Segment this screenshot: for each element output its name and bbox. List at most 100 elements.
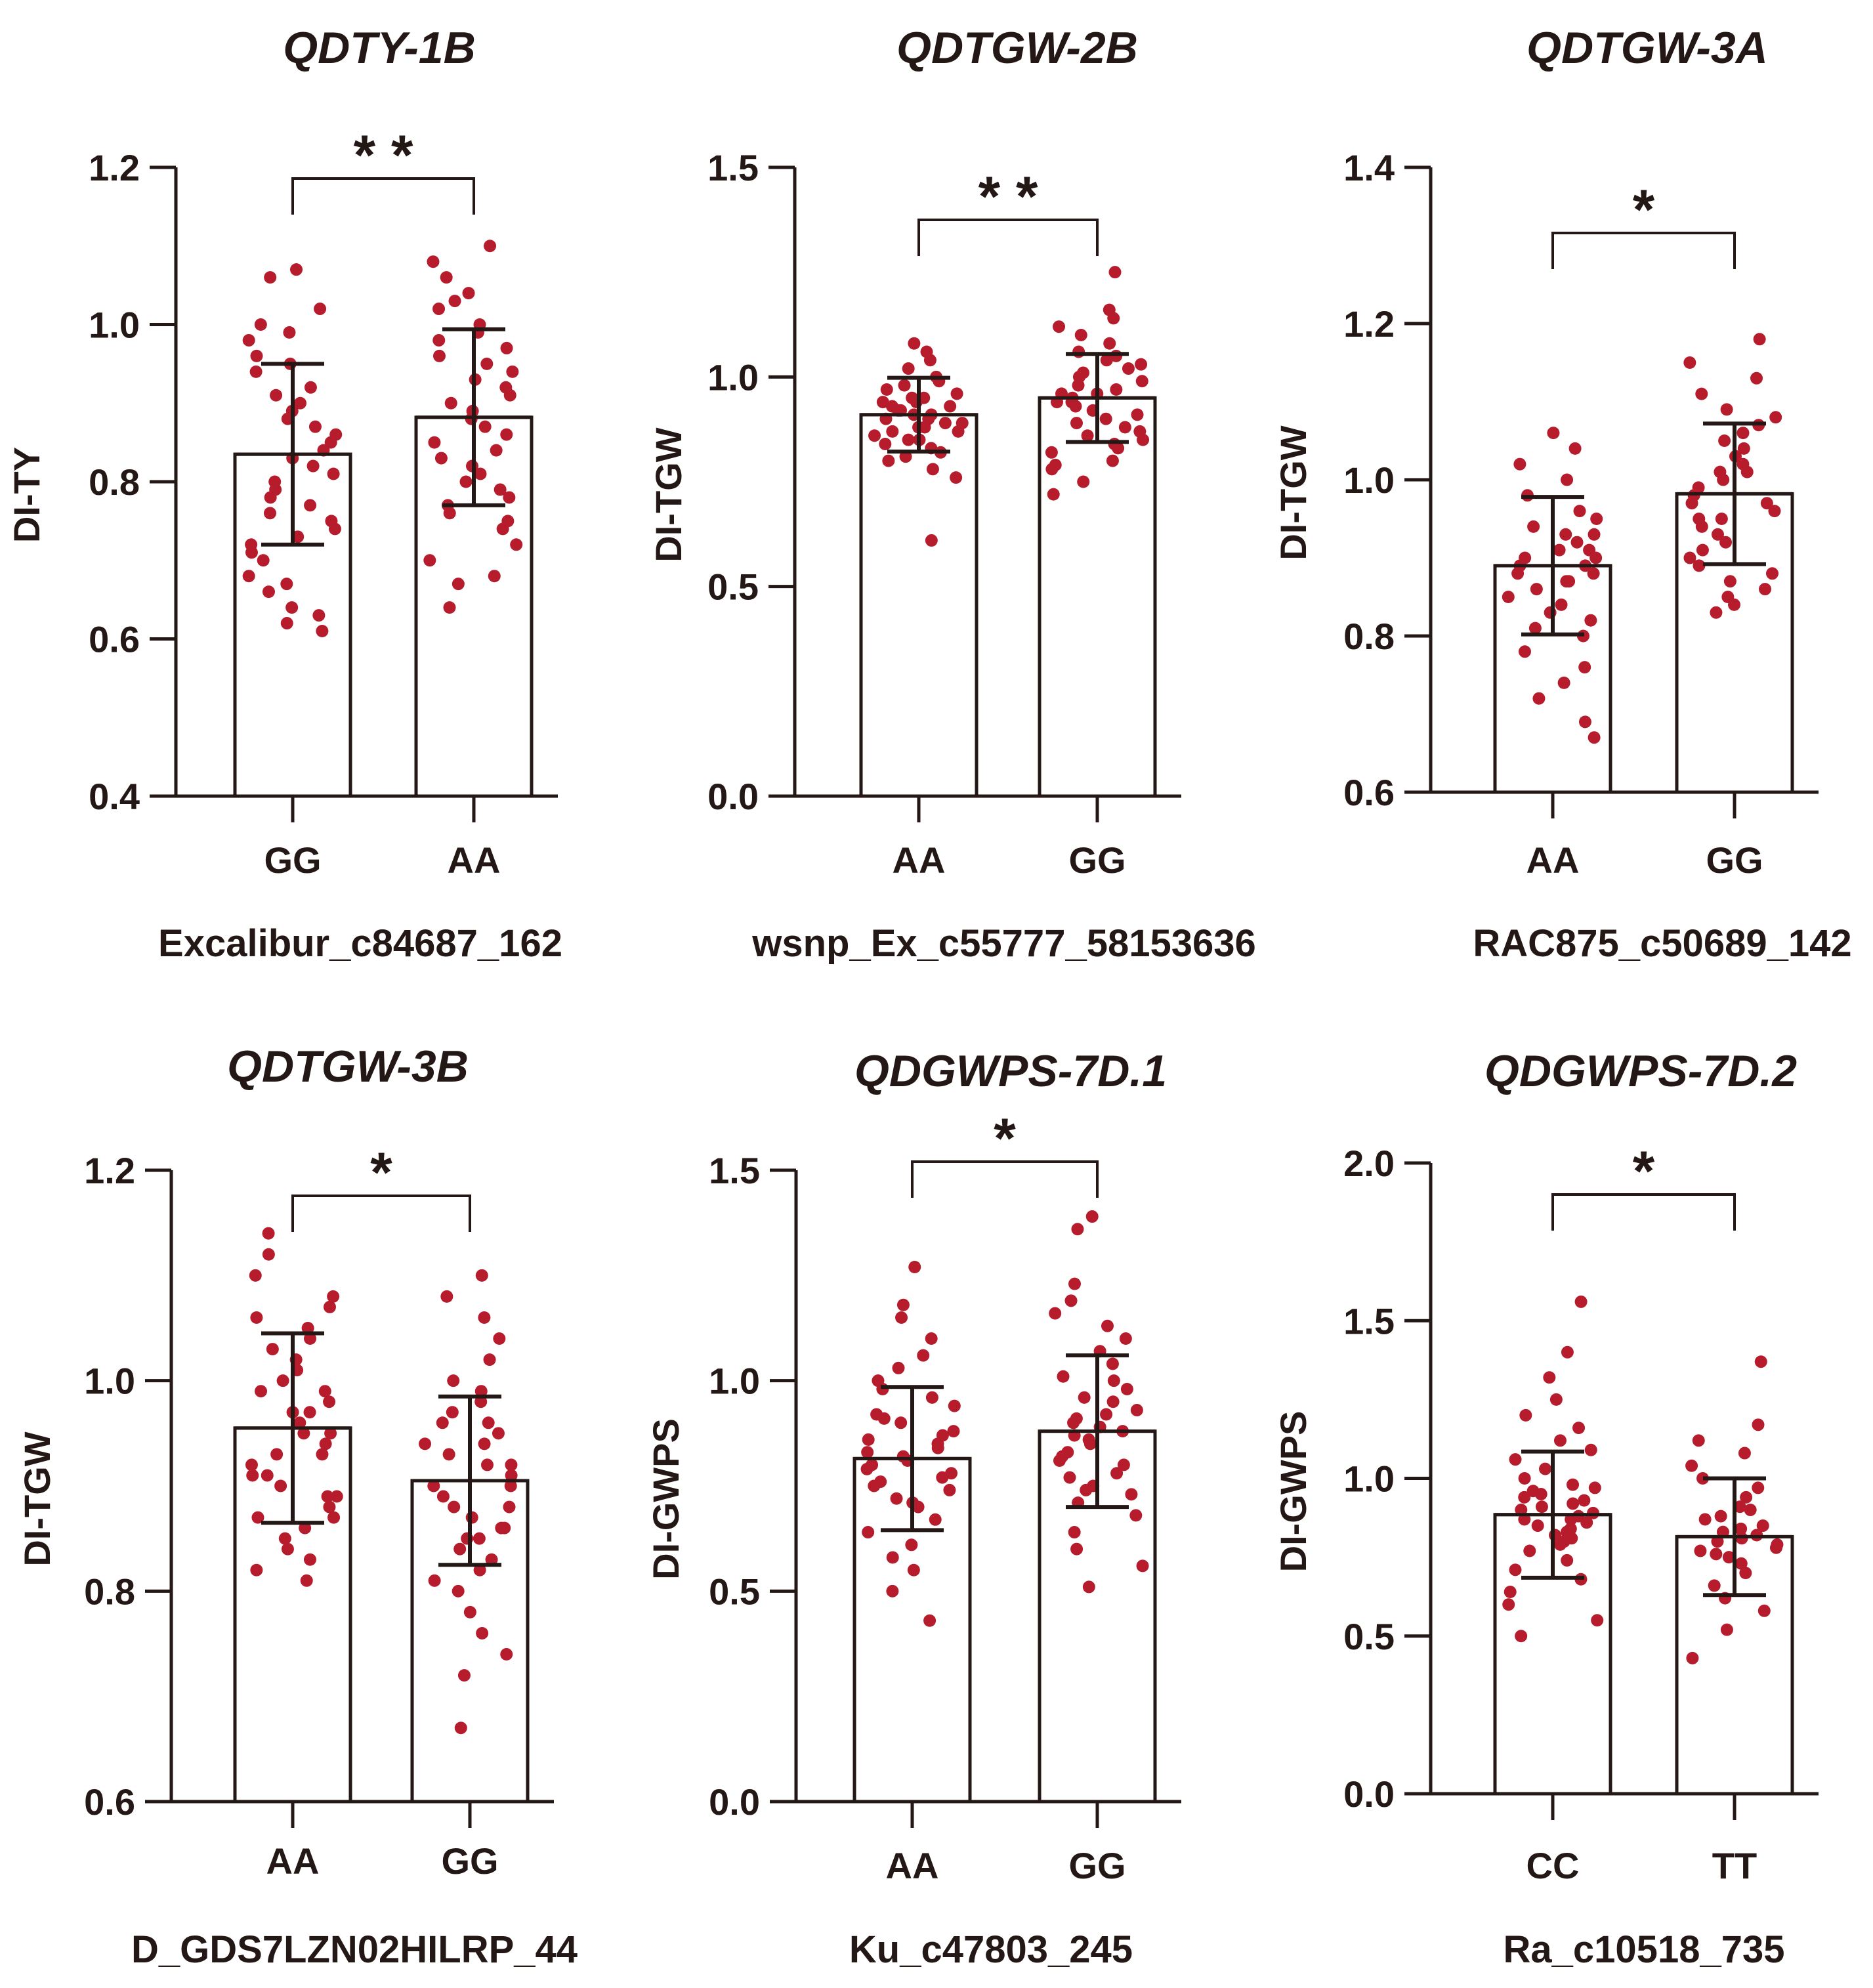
data-point — [254, 318, 267, 331]
y-tick-label: 1.0 — [84, 1361, 135, 1402]
data-point — [270, 389, 283, 402]
x-axis-label: Ra_c10518_735 — [1504, 1928, 1785, 1971]
data-point — [1535, 1500, 1548, 1513]
data-point — [266, 1343, 279, 1356]
data-point — [886, 1584, 899, 1597]
data-point — [473, 1563, 486, 1576]
data-point — [1513, 457, 1526, 471]
data-point — [480, 357, 494, 370]
data-point — [293, 1416, 306, 1429]
data-point — [1752, 1481, 1765, 1494]
data-point — [886, 425, 899, 438]
data-point — [1110, 1467, 1124, 1480]
data-point — [902, 433, 915, 446]
data-point — [316, 625, 329, 638]
data-point — [1099, 412, 1112, 425]
data-point — [1553, 1538, 1567, 1551]
data-point — [894, 1416, 908, 1429]
data-point — [1110, 349, 1123, 362]
data-point — [895, 1311, 908, 1324]
category-label-aa: AA — [266, 1840, 320, 1882]
y-tick-label: 1.5 — [707, 147, 759, 188]
data-point — [1733, 1500, 1746, 1513]
data-point — [482, 1416, 495, 1429]
y-tick-label: 1.0 — [707, 356, 759, 398]
data-point — [427, 1479, 440, 1492]
data-point — [1720, 403, 1733, 416]
data-point — [1527, 520, 1540, 533]
data-point — [1133, 425, 1147, 438]
data-point — [242, 570, 255, 583]
data-point — [308, 420, 322, 433]
data-point — [255, 1385, 268, 1398]
data-point — [1070, 1542, 1084, 1555]
data-point — [1085, 1210, 1099, 1223]
data-point — [323, 1500, 336, 1513]
data-point — [1685, 1459, 1698, 1472]
data-point — [892, 1361, 905, 1374]
y-tick-label: 1.0 — [1343, 459, 1395, 501]
data-point — [280, 617, 293, 630]
y-axis-label: DI-TGW — [648, 427, 689, 562]
category-label-tt: TT — [1712, 1845, 1757, 1886]
data-point — [1071, 1223, 1084, 1236]
data-point — [327, 1511, 341, 1524]
data-point — [920, 345, 933, 358]
data-point — [493, 1332, 506, 1345]
data-point — [452, 1584, 465, 1597]
data-point — [261, 1469, 274, 1482]
data-point — [872, 1374, 885, 1387]
data-point — [1084, 1437, 1097, 1450]
data-point — [446, 1406, 459, 1419]
bar-gg — [1038, 396, 1157, 798]
data-point — [861, 1446, 874, 1459]
data-point — [1692, 1434, 1705, 1447]
data-point — [1722, 1551, 1735, 1564]
data-point — [1049, 458, 1062, 471]
data-point — [1563, 575, 1576, 588]
category-label-aa: AA — [886, 1845, 939, 1886]
data-point — [1693, 513, 1706, 525]
data-point — [474, 467, 487, 480]
data-point — [1735, 1522, 1748, 1535]
data-point — [1504, 1585, 1517, 1598]
data-point — [1108, 266, 1122, 279]
data-point — [1694, 1544, 1707, 1557]
data-point — [1739, 1567, 1752, 1580]
panel-qdtgw-3a: QDTGW-3A 0.6 0.8 1.0 1.2 1.4 DI-TGW AA GG * RAC875… — [1273, 23, 1852, 965]
data-point — [879, 438, 892, 451]
significance-bracket — [911, 1160, 1099, 1198]
data-point — [245, 546, 258, 559]
points-gg — [1683, 333, 1782, 619]
data-point — [324, 1427, 337, 1440]
y-tick-label: 0.5 — [709, 1571, 760, 1612]
data-point — [1715, 513, 1728, 525]
data-point — [880, 383, 893, 396]
data-point — [908, 1261, 921, 1274]
data-point — [1120, 1382, 1133, 1395]
data-point — [304, 499, 317, 512]
data-point — [1531, 1519, 1544, 1533]
x-axis-label: Ku_c47803_245 — [849, 1928, 1133, 1971]
y-axis-label: DI-TGW — [16, 1431, 58, 1566]
data-point — [1532, 692, 1546, 705]
data-point — [427, 255, 440, 268]
significance-bracket — [291, 1195, 471, 1232]
data-point — [1698, 1513, 1712, 1526]
data-point — [1053, 1454, 1066, 1468]
category-label-gg: GG — [1068, 1845, 1126, 1886]
data-point — [278, 1532, 291, 1545]
data-point — [907, 1563, 920, 1576]
data-point — [293, 396, 306, 410]
data-point — [938, 417, 952, 430]
data-point — [428, 436, 441, 449]
data-point — [492, 1427, 505, 1440]
data-point — [262, 1227, 275, 1240]
data-point — [457, 1669, 471, 1682]
data-point — [1082, 1580, 1095, 1594]
data-point — [306, 459, 320, 473]
data-point — [1719, 536, 1733, 549]
data-point — [262, 585, 275, 599]
y-tick-label: 1.2 — [1343, 303, 1395, 345]
data-point — [447, 1374, 460, 1387]
